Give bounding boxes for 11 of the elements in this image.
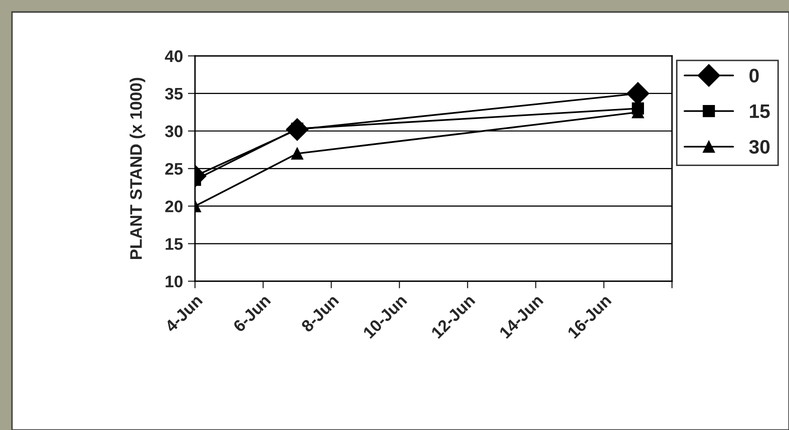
- legend-label: 15: [750, 104, 770, 118]
- y-tick-label: 35: [165, 88, 183, 100]
- y-axis-title: PLANT STAND (x 1000): [130, 78, 146, 259]
- y-tick-label: 20: [165, 200, 183, 212]
- y-tick-label: 15: [166, 238, 183, 250]
- legend-label: 0: [749, 68, 759, 82]
- y-tick-label: 25: [165, 162, 183, 175]
- legend-label: 30: [749, 140, 770, 154]
- y-tick-label: 40: [164, 50, 183, 62]
- y-tick-label: 30: [165, 125, 183, 138]
- y-tick-label: 10: [166, 276, 183, 288]
